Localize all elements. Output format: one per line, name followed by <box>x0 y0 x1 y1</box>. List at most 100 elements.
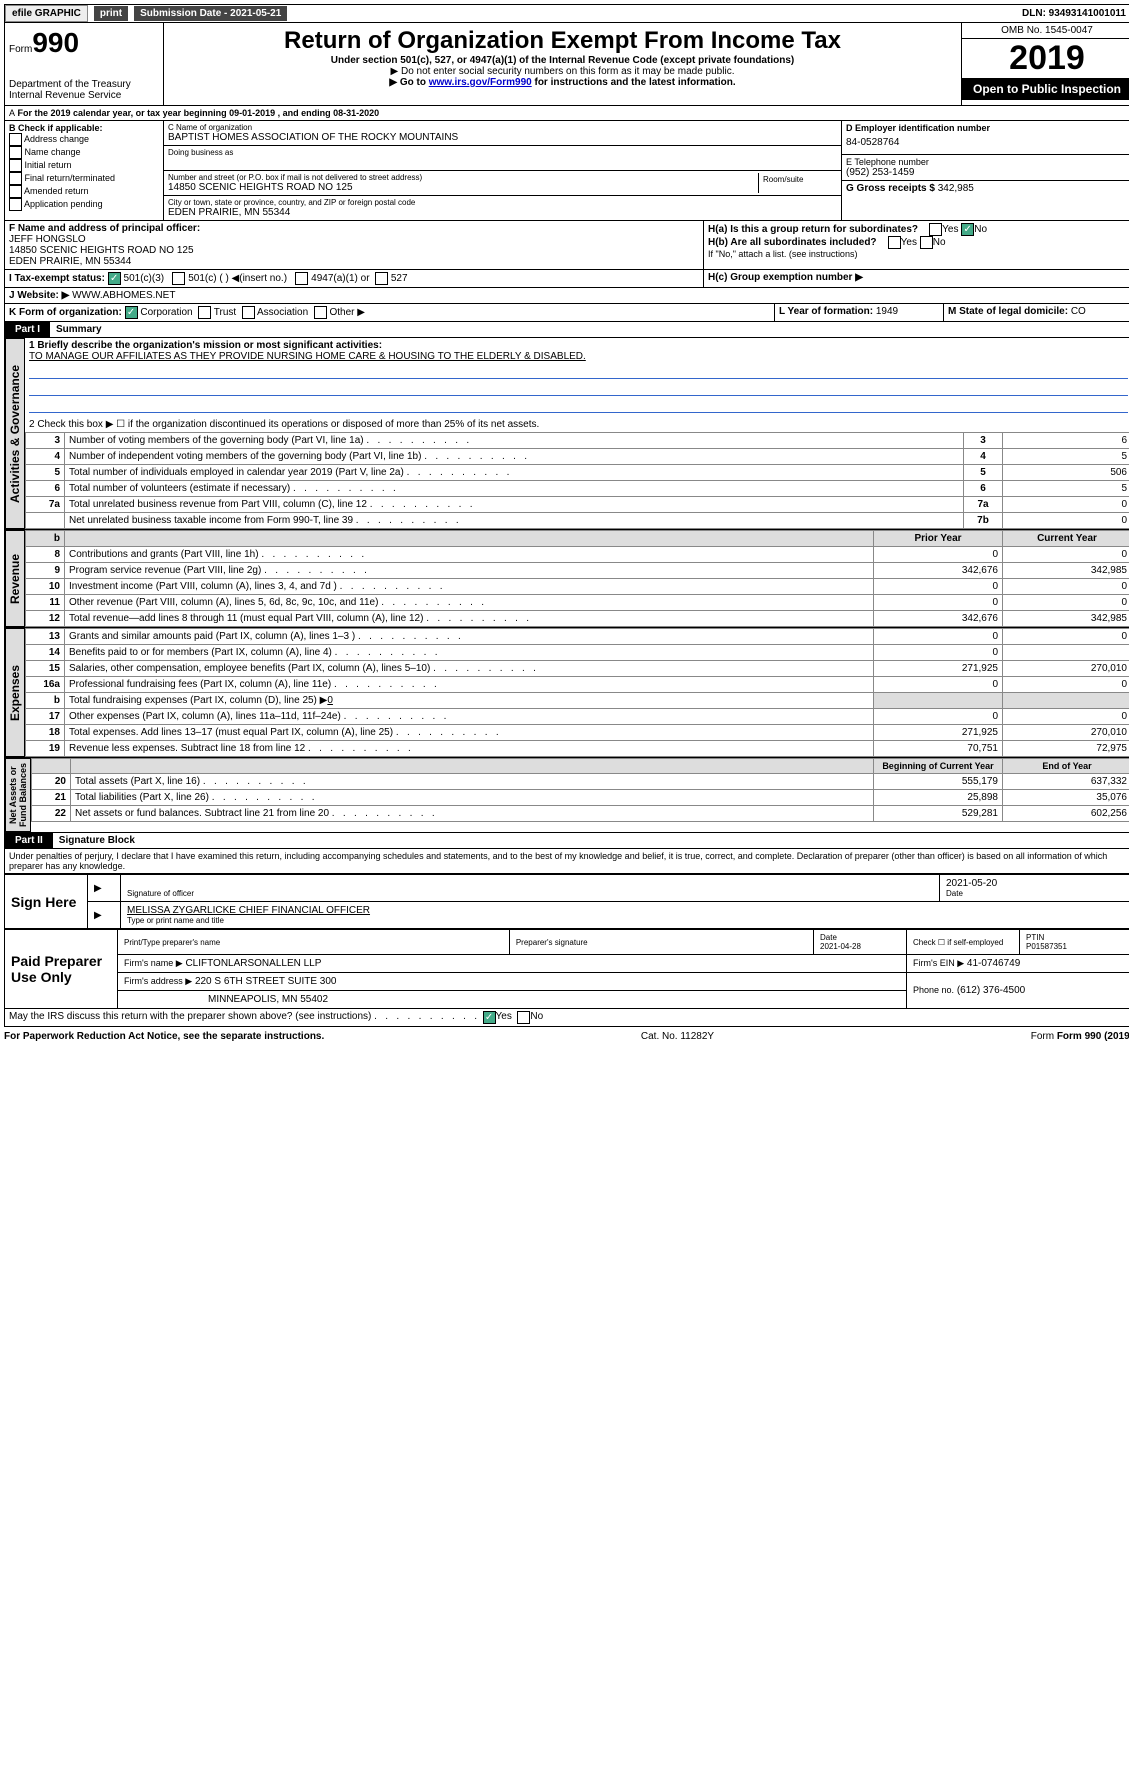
line-key: 6 <box>964 481 1003 497</box>
line-text: Other expenses (Part IX, column (A), lin… <box>65 709 874 725</box>
year-formation: 1949 <box>876 306 898 317</box>
current-value: 0 <box>1003 547 1129 563</box>
line-num: 20 <box>32 774 71 790</box>
line-text: Number of voting members of the governin… <box>65 433 964 449</box>
line-key: 7b <box>964 513 1003 529</box>
line-num: 3 <box>26 433 65 449</box>
paid-preparer-label: Paid Preparer Use Only <box>5 930 118 1009</box>
ein-label: D Employer identification number <box>846 123 1128 133</box>
omb-number: OMB No. 1545-0047 <box>962 23 1129 39</box>
line-key: 3 <box>964 433 1003 449</box>
room-label: Room/suite <box>758 173 837 193</box>
line-num: 6 <box>26 481 65 497</box>
prior-value: 70,751 <box>874 741 1003 757</box>
part2-tag: Part II <box>5 833 53 848</box>
officer-addr1: 14850 SCENIC HEIGHTS ROAD NO 125 <box>9 245 699 256</box>
line-text: Number of independent voting members of … <box>65 449 964 465</box>
ein-value: 84-0528764 <box>846 133 1128 152</box>
note-goto: ▶ Go to www.irs.gov/Form990 for instruct… <box>172 77 953 88</box>
line-text: Total expenses. Add lines 13–17 (must eq… <box>65 725 874 741</box>
line-value: 6 <box>1003 433 1129 449</box>
expenses-table: 13 Grants and similar amounts paid (Part… <box>25 628 1129 757</box>
line-text: Total liabilities (Part X, line 26) <box>71 790 874 806</box>
officer-addr2: EDEN PRAIRIE, MN 55344 <box>9 256 699 267</box>
entity-block: B Check if applicable: Address change Na… <box>4 121 1129 221</box>
line-num <box>26 513 65 529</box>
line-text: Investment income (Part VIII, column (A)… <box>65 579 874 595</box>
state-domicile: CO <box>1071 306 1086 317</box>
print-button[interactable]: print <box>94 6 128 21</box>
line-num: 10 <box>26 579 65 595</box>
mission-text: TO MANAGE OUR AFFILIATES AS THEY PROVIDE… <box>29 351 1128 362</box>
firm-name: CLIFTONLARSONALLEN LLP <box>185 958 321 969</box>
line-value: 5 <box>1003 449 1129 465</box>
form-label: Form <box>9 44 32 55</box>
prior-value: 0 <box>874 677 1003 693</box>
line-text: Net assets or fund balances. Subtract li… <box>71 806 874 822</box>
prior-value: 555,179 <box>874 774 1003 790</box>
current-value: 0 <box>1003 677 1129 693</box>
discuss-row: May the IRS discuss this return with the… <box>4 1009 1129 1027</box>
governance-table: 3 Number of voting members of the govern… <box>25 432 1129 529</box>
firm-address2: MINNEAPOLIS, MN 55402 <box>118 991 907 1009</box>
dept-label: Department of the Treasury Internal Reve… <box>9 79 159 101</box>
line-value: 0 <box>1003 497 1129 513</box>
submission-date: Submission Date - 2021-05-21 <box>134 6 287 21</box>
name-label: C Name of organization <box>168 123 837 132</box>
line-num: 4 <box>26 449 65 465</box>
dba-label: Doing business as <box>168 148 837 157</box>
line-num: 21 <box>32 790 71 806</box>
irs-link[interactable]: www.irs.gov/Form990 <box>429 77 532 88</box>
street-address: 14850 SCENIC HEIGHTS ROAD NO 125 <box>168 182 758 193</box>
form-header: Form990 Department of the Treasury Inter… <box>4 23 1129 106</box>
line-num: 8 <box>26 547 65 563</box>
line-text: Revenue less expenses. Subtract line 18 … <box>65 741 874 757</box>
line-num: 17 <box>26 709 65 725</box>
part2-title: Signature Block <box>53 833 141 848</box>
prior-value: 0 <box>874 645 1003 661</box>
line2: 2 Check this box ▶ ☐ if the organization… <box>25 417 1129 432</box>
revenue-table: bPrior YearCurrent Year 8 Contributions … <box>25 530 1129 627</box>
current-value: 0 <box>1003 579 1129 595</box>
website-value: WWW.ABHOMES.NET <box>72 290 175 301</box>
line-num: 11 <box>26 595 65 611</box>
line-text: Contributions and grants (Part VIII, lin… <box>65 547 874 563</box>
current-value: 270,010 <box>1003 661 1129 677</box>
officer-name: JEFF HONGSLO <box>9 234 699 245</box>
tax-year: 2019 <box>962 39 1129 78</box>
line-text: Total unrelated business revenue from Pa… <box>65 497 964 513</box>
prior-value: 0 <box>874 709 1003 725</box>
ptin: P01587351 <box>1026 942 1067 951</box>
website-row: J Website: ▶ WWW.ABHOMES.NET <box>4 288 1129 304</box>
part1-title: Summary <box>50 322 108 337</box>
phone-label: E Telephone number <box>846 157 1128 167</box>
prior-value: 25,898 <box>874 790 1003 806</box>
line-num: 13 <box>26 629 65 645</box>
line-text: Benefits paid to or for members (Part IX… <box>65 645 874 661</box>
org-name: BAPTIST HOMES ASSOCIATION OF THE ROCKY M… <box>168 132 837 143</box>
line-num: 5 <box>26 465 65 481</box>
prior-value: 271,925 <box>874 725 1003 741</box>
line-value: 506 <box>1003 465 1129 481</box>
h-b: H(b) Are all subordinates included? Yes … <box>708 236 1128 249</box>
line-text: Program service revenue (Part VIII, line… <box>65 563 874 579</box>
line-text: Salaries, other compensation, employee b… <box>65 661 874 677</box>
city-state-zip: EDEN PRAIRIE, MN 55344 <box>168 207 837 218</box>
current-value: 0 <box>1003 595 1129 611</box>
city-label: City or town, state or province, country… <box>168 198 837 207</box>
firm-ein: 41-0746749 <box>967 958 1020 969</box>
klm-row: K Form of organization: ✓ Corporation Tr… <box>4 304 1129 322</box>
prior-value: 529,281 <box>874 806 1003 822</box>
preparer-date: 2021-04-28 <box>820 942 861 951</box>
firm-address: 220 S 6TH STREET SUITE 300 <box>195 976 337 987</box>
form-title: Return of Organization Exempt From Incom… <box>172 27 953 55</box>
prior-value: 0 <box>874 629 1003 645</box>
current-value: 35,076 <box>1003 790 1129 806</box>
gross-label: G Gross receipts $ <box>846 183 935 194</box>
current-value: 72,975 <box>1003 741 1129 757</box>
officer-signature-name: MELISSA ZYGARLICKE CHIEF FINANCIAL OFFIC… <box>127 905 1126 916</box>
form-subtitle: Under section 501(c), 527, or 4947(a)(1)… <box>172 55 953 66</box>
top-bar: efile GRAPHIC print Submission Date - 20… <box>4 4 1129 23</box>
preparer-block: Paid Preparer Use Only Print/Type prepar… <box>4 929 1129 1009</box>
line-text: Net unrelated business taxable income fr… <box>65 513 964 529</box>
